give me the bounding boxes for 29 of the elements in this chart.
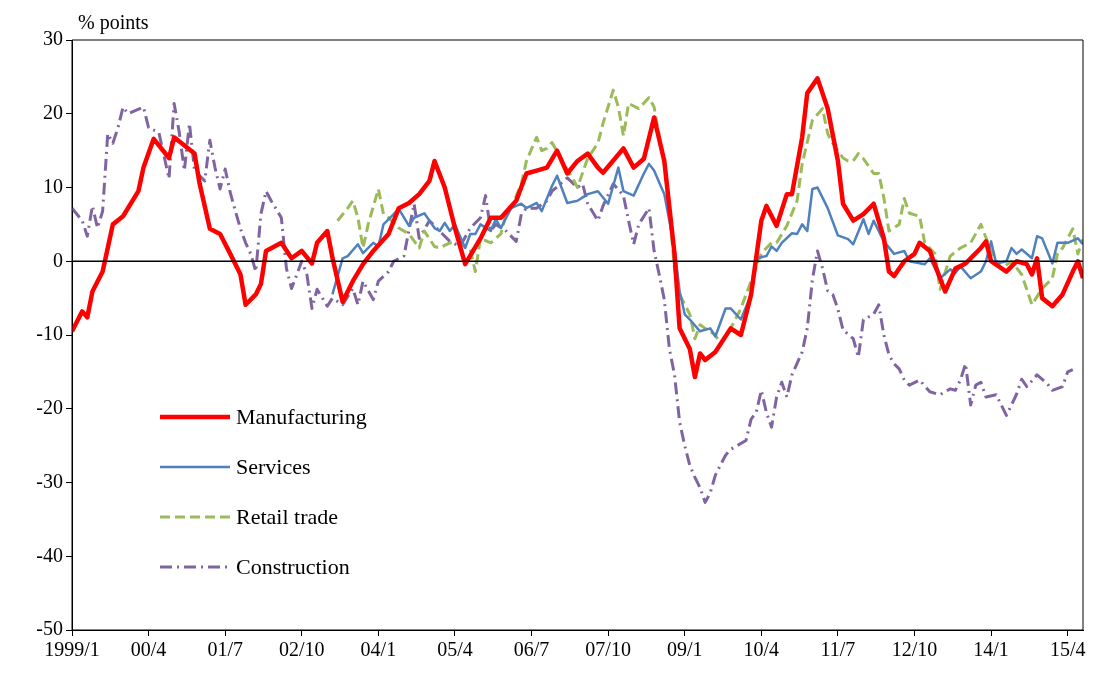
y-tick-label: 0 xyxy=(53,248,63,271)
x-tick-label: 00/4 xyxy=(130,638,167,661)
y-tick-label: -40 xyxy=(36,543,63,566)
y-tick-label: 30 xyxy=(43,27,63,50)
x-tick-label: 10/4 xyxy=(743,638,780,661)
x-tick-label: 01/7 xyxy=(207,638,243,661)
x-tick-label: 09/1 xyxy=(666,638,703,661)
y-tick-label: -30 xyxy=(36,469,63,492)
x-tick-label: 04/1 xyxy=(360,638,397,661)
x-tick-label: 14/1 xyxy=(973,638,1009,661)
y-tick-label: 10 xyxy=(43,174,63,197)
y-axis-title: % points xyxy=(78,11,149,35)
x-tick-label: 06/7 xyxy=(513,638,550,661)
x-tick-label: 11/7 xyxy=(820,638,856,661)
legend-label: Services xyxy=(236,454,311,480)
x-tick-label: 15/4 xyxy=(1049,638,1086,661)
legend-label: Manufacturing xyxy=(236,404,367,430)
x-tick-label: 07/10 xyxy=(585,638,631,661)
line-series xyxy=(72,101,1075,504)
y-tick-label: -50 xyxy=(36,617,63,640)
y-tick-label: -20 xyxy=(36,396,63,418)
x-tick-label: 1999/1 xyxy=(44,638,100,661)
y-tick-label: 20 xyxy=(43,101,63,123)
x-tick-label: 05/4 xyxy=(437,638,473,661)
x-tick-label: 12/10 xyxy=(891,638,938,661)
legend-label: Retail trade xyxy=(236,504,339,530)
y-tick-label: -10 xyxy=(36,322,63,345)
x-tick-label: 02/10 xyxy=(278,638,325,661)
legend-label: Construction xyxy=(236,554,350,580)
